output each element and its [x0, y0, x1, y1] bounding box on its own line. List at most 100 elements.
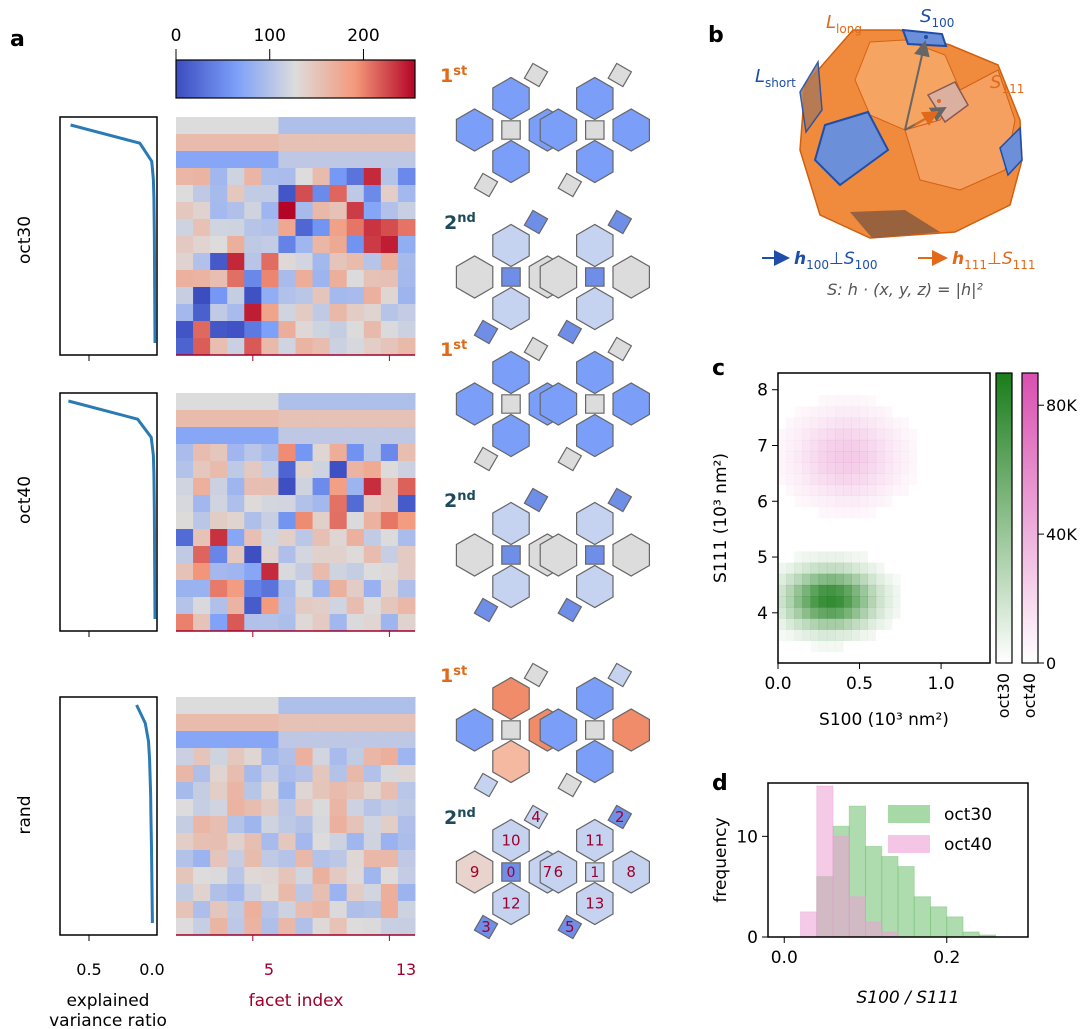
heatmap-cell: [363, 697, 382, 715]
heatmap-cell: [295, 427, 314, 445]
heatmap-cell: [312, 219, 331, 237]
heatmap-cell: [380, 748, 399, 766]
hist2d-bin-oct40: [884, 473, 893, 485]
hist2d-bin-oct30: [818, 562, 828, 575]
hist2d-bin-oct40: [908, 451, 917, 463]
facet-hexagon: [492, 564, 530, 609]
heatmap-cell: [346, 580, 365, 598]
heatmap-cell: [210, 512, 228, 530]
equation: S: h · (x, y, z) = |h|²: [827, 280, 983, 299]
colorbar-a-tick-label: 200: [347, 26, 379, 46]
heatmap-cell: [210, 597, 228, 615]
heatmap-cell: [210, 134, 228, 152]
hist2d-bin-oct30: [794, 618, 803, 630]
heatmap-cell: [193, 614, 211, 632]
heatmap-cell: [380, 117, 399, 135]
heatmap-cell: [380, 563, 399, 581]
hist2d-bin-oct40: [892, 484, 901, 496]
heatmap-cell: [397, 117, 416, 135]
facet-hexagon: [539, 382, 578, 426]
heatmap-cell: [193, 338, 211, 356]
facet-square: [523, 209, 549, 235]
heatmap-cell: [210, 393, 228, 411]
hist2d-bin-oct30: [835, 629, 844, 641]
hist2d-bin-oct30: [802, 562, 811, 575]
heatmap-cell: [363, 219, 382, 237]
hist2d-bin-oct40: [778, 473, 787, 485]
heatmap-cell: [244, 901, 262, 919]
row-label-oct40: oct40: [15, 476, 35, 524]
hist2d-bin-oct30: [786, 584, 795, 597]
heatmap-cell: [210, 495, 228, 513]
hist2d-bin-oct40: [851, 439, 860, 452]
heatmap-cell: [227, 782, 245, 800]
facet-square: [523, 804, 549, 830]
hist2d-bin-oct40: [859, 462, 868, 474]
heatmap-cell: [363, 444, 382, 462]
hist2d-bin-oct40: [786, 439, 795, 452]
hist2d-bin-oct40: [818, 406, 828, 418]
heatmap-cell: [312, 117, 331, 135]
heatmap-cell: [261, 850, 279, 868]
hist2d-bin-oct40: [794, 484, 803, 496]
heatmap-cell: [346, 512, 365, 530]
heatmap-cell: [363, 529, 382, 547]
heatmap-cell: [295, 546, 314, 564]
heatmap-cell: [295, 444, 314, 462]
hist2d-bin-oct30: [859, 607, 868, 619]
heatmap-cell: [380, 393, 399, 411]
heatmap-cell: [346, 529, 365, 547]
hist-bar-oct30: [913, 896, 931, 938]
heatmap-cell: [176, 867, 194, 885]
panel-d-xtick-label: 0.2: [933, 948, 960, 968]
facet-hexagon: [455, 708, 494, 752]
hist2d-bin-oct40: [826, 484, 836, 496]
heatmap-cell: [329, 410, 348, 428]
heatmap-cell: [295, 393, 314, 411]
heatmap-cell: [210, 185, 228, 203]
facet-square: [584, 545, 605, 565]
hist2d-bin-oct40: [851, 484, 860, 496]
heatmap-cell: [244, 731, 262, 749]
heatmap-cell: [261, 270, 279, 288]
heatmap-cell: [312, 714, 331, 732]
heatmap-cell: [380, 236, 399, 254]
hist2d-bin-oct30: [875, 584, 885, 597]
hist2d-bin-oct40: [826, 406, 836, 418]
hist2d-bin-oct40: [851, 451, 860, 463]
evr-axes-oct40: [59, 392, 158, 632]
facet-square: [607, 62, 633, 88]
hist2d-bin-oct40: [892, 428, 901, 441]
heatmap-cell: [346, 168, 365, 186]
heatmap-cell: [380, 253, 399, 271]
hist2d-bin-oct40: [851, 473, 860, 485]
hist2d-bin-oct40: [859, 406, 868, 418]
hist2d-bin-oct40: [818, 451, 828, 463]
heatmap-cell: [346, 304, 365, 322]
panel-d-ytick-label: 0: [747, 928, 758, 948]
heatmap-cell: [176, 393, 194, 411]
facet-hexagon: [492, 139, 530, 184]
heatmap-cell: [380, 151, 399, 169]
heatmap-cell: [295, 731, 314, 749]
heatmap-cell: [329, 833, 348, 851]
facet-number: 11: [585, 832, 604, 850]
evr-line-rand: [135, 704, 154, 924]
heatmap-cell: [244, 321, 262, 339]
heatmap-cell: [210, 321, 228, 339]
hist2d-bin-oct40: [884, 439, 893, 452]
hist2d-bin-oct40: [802, 417, 811, 430]
heatmap-cell: [295, 461, 314, 479]
heatmap-cell: [227, 495, 245, 513]
hist2d-bin-oct40: [835, 462, 844, 474]
heatmap-cell: [295, 321, 314, 339]
heatmap-cell: [346, 782, 365, 800]
heatmap-cell: [295, 236, 314, 254]
facet-number: 0: [507, 865, 516, 881]
panel-c-xtick-label: 0.0: [764, 674, 791, 694]
hist2d-bin-oct30: [786, 607, 795, 619]
heatmap-cell: [397, 614, 416, 632]
heatmap-cell: [363, 236, 382, 254]
heatmap-cell: [346, 117, 365, 135]
